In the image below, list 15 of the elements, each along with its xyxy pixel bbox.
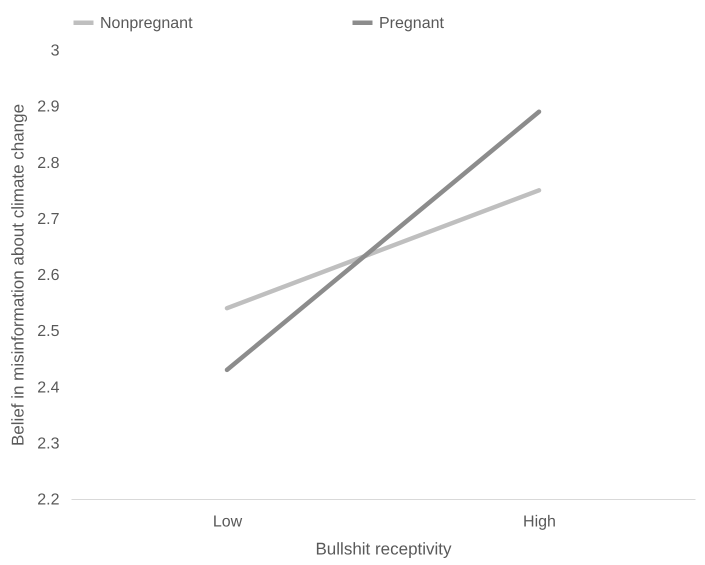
legend-label: Nonpregnant — [100, 14, 194, 32]
legend-label: Pregnant — [379, 14, 444, 32]
y-tick-label: 2.9 — [37, 98, 60, 116]
y-tick-label: 2.8 — [37, 154, 60, 172]
x-axis-title: Bullshit receptivity — [315, 540, 452, 558]
y-axis-title: Belief in misinformation about climate change — [8, 104, 28, 446]
y-tick-label: 3 — [50, 42, 60, 60]
y-tick-label: 2.4 — [37, 379, 60, 396]
y-tick-label: 2.5 — [37, 323, 60, 340]
x-tick-label: Low — [212, 514, 243, 530]
y-tick-label: 2.3 — [37, 435, 60, 452]
x-tick-label: High — [523, 514, 556, 530]
y-tick-label: 2.7 — [37, 210, 60, 228]
y-tick-label: 2.6 — [37, 267, 60, 284]
y-tick-label: 2.2 — [37, 492, 60, 508]
